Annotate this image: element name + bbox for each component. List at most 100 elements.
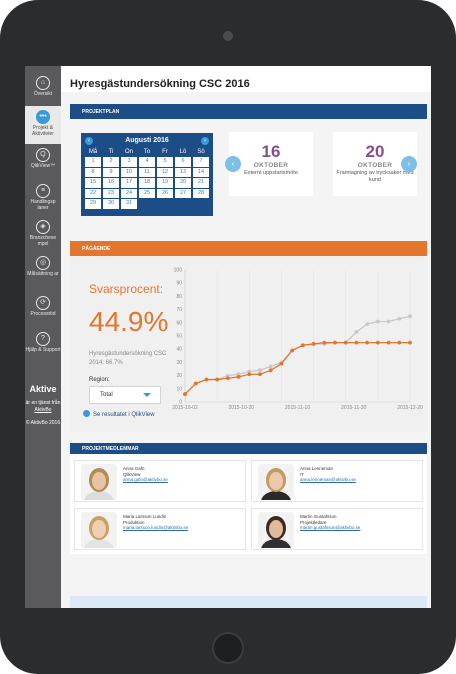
calendar-day[interactable]: 15 bbox=[85, 178, 101, 188]
sidebar-item-label: Översikt bbox=[33, 91, 53, 97]
chart-point bbox=[322, 340, 327, 345]
section-bar-projektmedlemmar: PROJEKTMEDLEMMAR bbox=[70, 443, 427, 454]
calendar-day[interactable]: 26 bbox=[157, 188, 173, 198]
calendar-day-name: Sö bbox=[197, 149, 205, 155]
calendar-empty-cell bbox=[139, 199, 155, 209]
chart-x-tick-label: 2015-10-20 bbox=[228, 405, 254, 411]
calendar-day[interactable]: 28 bbox=[193, 188, 209, 198]
calendar-day[interactable]: 20 bbox=[175, 178, 191, 188]
member-email[interactable]: anna.lenneman@aktivbo.se bbox=[300, 477, 356, 482]
sidebar-item-processtod[interactable]: ⟳ Processtöd bbox=[25, 292, 61, 330]
calendar-day[interactable]: 3 bbox=[121, 157, 137, 167]
sidebar-item-oversikt[interactable]: ⌂ Översikt bbox=[25, 72, 61, 110]
comparison-text: Hyresgästundersökning CSC 2014: 66.7% bbox=[89, 351, 167, 366]
event-day: 16 bbox=[261, 142, 281, 161]
avatar bbox=[81, 464, 117, 500]
calendar-day[interactable]: 5 bbox=[157, 157, 173, 167]
chart-point bbox=[386, 340, 391, 345]
calendar-day[interactable]: 8 bbox=[85, 167, 101, 177]
calendar-day[interactable]: 18 bbox=[139, 178, 155, 188]
calendar-day[interactable]: 29 bbox=[85, 199, 101, 209]
chart-point bbox=[225, 373, 230, 378]
main-content: Hyresgästundersökning CSC 2016 PROJEKTPL… bbox=[61, 66, 431, 608]
chart-y-tick-label: 40 bbox=[176, 347, 182, 353]
event-description: Framtagning av trycksaker med kund bbox=[336, 170, 414, 183]
qlikview-icon: Q bbox=[36, 148, 50, 162]
examples-icon: ◈ bbox=[36, 220, 50, 234]
avatar bbox=[258, 512, 294, 548]
member-card[interactable]: Martin Gustafsson Projektledare martin.gus… bbox=[251, 508, 423, 550]
calendar-day[interactable]: 12 bbox=[157, 167, 173, 177]
page-title: Hyresgästundersökning CSC 2016 bbox=[70, 78, 250, 90]
chart-point bbox=[343, 340, 348, 345]
calendar-day[interactable]: 6 bbox=[175, 157, 191, 167]
sidebar-item-hjalp[interactable]: ? Hjälp & Support bbox=[25, 328, 61, 366]
home-button[interactable] bbox=[212, 632, 244, 664]
calendar-day[interactable]: 30 bbox=[103, 199, 119, 209]
chart-point bbox=[354, 330, 359, 334]
brand-link[interactable]: AktivBo bbox=[34, 407, 52, 413]
calendar-day[interactable]: 23 bbox=[103, 188, 119, 198]
calendar-day[interactable]: 7 bbox=[193, 157, 209, 167]
chart-y-tick-label: 50 bbox=[176, 334, 182, 340]
calendar-day[interactable]: 1 bbox=[85, 157, 101, 167]
brand-text: är en tjänst från bbox=[25, 400, 61, 406]
chart-point bbox=[247, 369, 252, 374]
calendar-day[interactable]: 27 bbox=[175, 188, 191, 198]
calendar-day[interactable]: 31 bbox=[121, 199, 137, 209]
calendar-day[interactable]: 22 bbox=[85, 188, 101, 198]
chart-y-tick-label: 70 bbox=[176, 307, 182, 313]
calendar-day[interactable]: 4 bbox=[139, 157, 155, 167]
calendar-day[interactable]: 13 bbox=[175, 167, 191, 177]
calendar-empty-cell bbox=[157, 199, 173, 209]
calendar-day[interactable]: 10 bbox=[121, 167, 137, 177]
chevron-down-icon bbox=[143, 393, 151, 397]
target-icon: ◎ bbox=[36, 256, 50, 270]
calendar-day[interactable]: 9 bbox=[103, 167, 119, 177]
calendar-day[interactable]: 11 bbox=[139, 167, 155, 177]
member-email[interactable]: anna.gafo@aktivbo.se bbox=[123, 477, 168, 482]
events-next-button[interactable]: › bbox=[401, 156, 417, 172]
chart-point bbox=[204, 377, 209, 382]
chart-y-tick-label: 100 bbox=[174, 268, 183, 274]
section-bar-pagaende: PÅGÅENDE bbox=[70, 241, 427, 256]
chart-point bbox=[408, 340, 412, 345]
sidebar-item-malsattningar[interactable]: ◎ Målsättning ar bbox=[25, 252, 61, 290]
calendar-prev-button[interactable]: ‹ bbox=[85, 137, 93, 145]
region-select[interactable]: Total bbox=[89, 386, 161, 404]
chart-point bbox=[365, 322, 370, 327]
chart-point bbox=[225, 376, 230, 381]
calendar-next-button[interactable]: › bbox=[201, 137, 209, 145]
event-card[interactable]: 16 OKTOBER Externt uppstartsmöte bbox=[229, 132, 313, 196]
member-email[interactable]: martin.gustafsson@aktivbo.se bbox=[300, 525, 361, 530]
chart-x-tick-label: 2015-12-20 bbox=[397, 405, 423, 411]
sidebar-item-projekt[interactable]: ••• Projekt & Aktiviteter bbox=[25, 106, 61, 144]
qlikview-link[interactable]: Se resultatet i QlikView bbox=[83, 410, 155, 418]
member-card[interactable]: Anna Gafö QlikView anna.gafo@aktivbo.se bbox=[74, 460, 246, 502]
member-role: IT bbox=[300, 472, 304, 477]
calendar-day[interactable]: 21 bbox=[193, 178, 209, 188]
calendar-day[interactable]: 19 bbox=[157, 178, 173, 188]
calendar-day[interactable]: 24 bbox=[121, 188, 137, 198]
calendar-day[interactable]: 14 bbox=[193, 167, 209, 177]
arrow-circle-icon bbox=[83, 410, 90, 417]
sidebar: ⌂ Översikt ••• Projekt & Aktiviteter Q Q… bbox=[25, 66, 61, 608]
calendar-day[interactable]: 2 bbox=[103, 157, 119, 167]
events-prev-button[interactable]: ‹ bbox=[225, 156, 241, 172]
member-card[interactable]: Anna Lenneman IT anna.lenneman@aktivbo.se bbox=[251, 460, 423, 502]
chart-point bbox=[236, 375, 241, 379]
calendar-day-name: Lö bbox=[179, 149, 187, 155]
calendar-day[interactable]: 25 bbox=[139, 188, 155, 198]
sidebar-item-qlikview[interactable]: Q QlikView™ bbox=[25, 144, 61, 182]
member-email[interactable]: maria.larsson.lundin@aktivbo.se bbox=[123, 525, 189, 530]
sidebar-item-label: Processtöd bbox=[30, 311, 56, 317]
member-card[interactable]: Maria Larsson Lundin Produktion maria.lars… bbox=[74, 508, 246, 550]
sidebar-item-handlingsplaner[interactable]: ≡ Handlingsp laner bbox=[25, 180, 61, 218]
calendar-day[interactable]: 17 bbox=[121, 178, 137, 188]
calendar-day-name: Ti bbox=[108, 149, 114, 155]
sidebar-item-branschexempel[interactable]: ◈ Branschexe mpel bbox=[25, 216, 61, 254]
sidebar-item-label: Målsättning ar bbox=[27, 271, 59, 277]
calendar-day[interactable]: 16 bbox=[103, 178, 119, 188]
calendar-day-names: Må Ti On To Fr Lö Sö bbox=[85, 148, 209, 156]
